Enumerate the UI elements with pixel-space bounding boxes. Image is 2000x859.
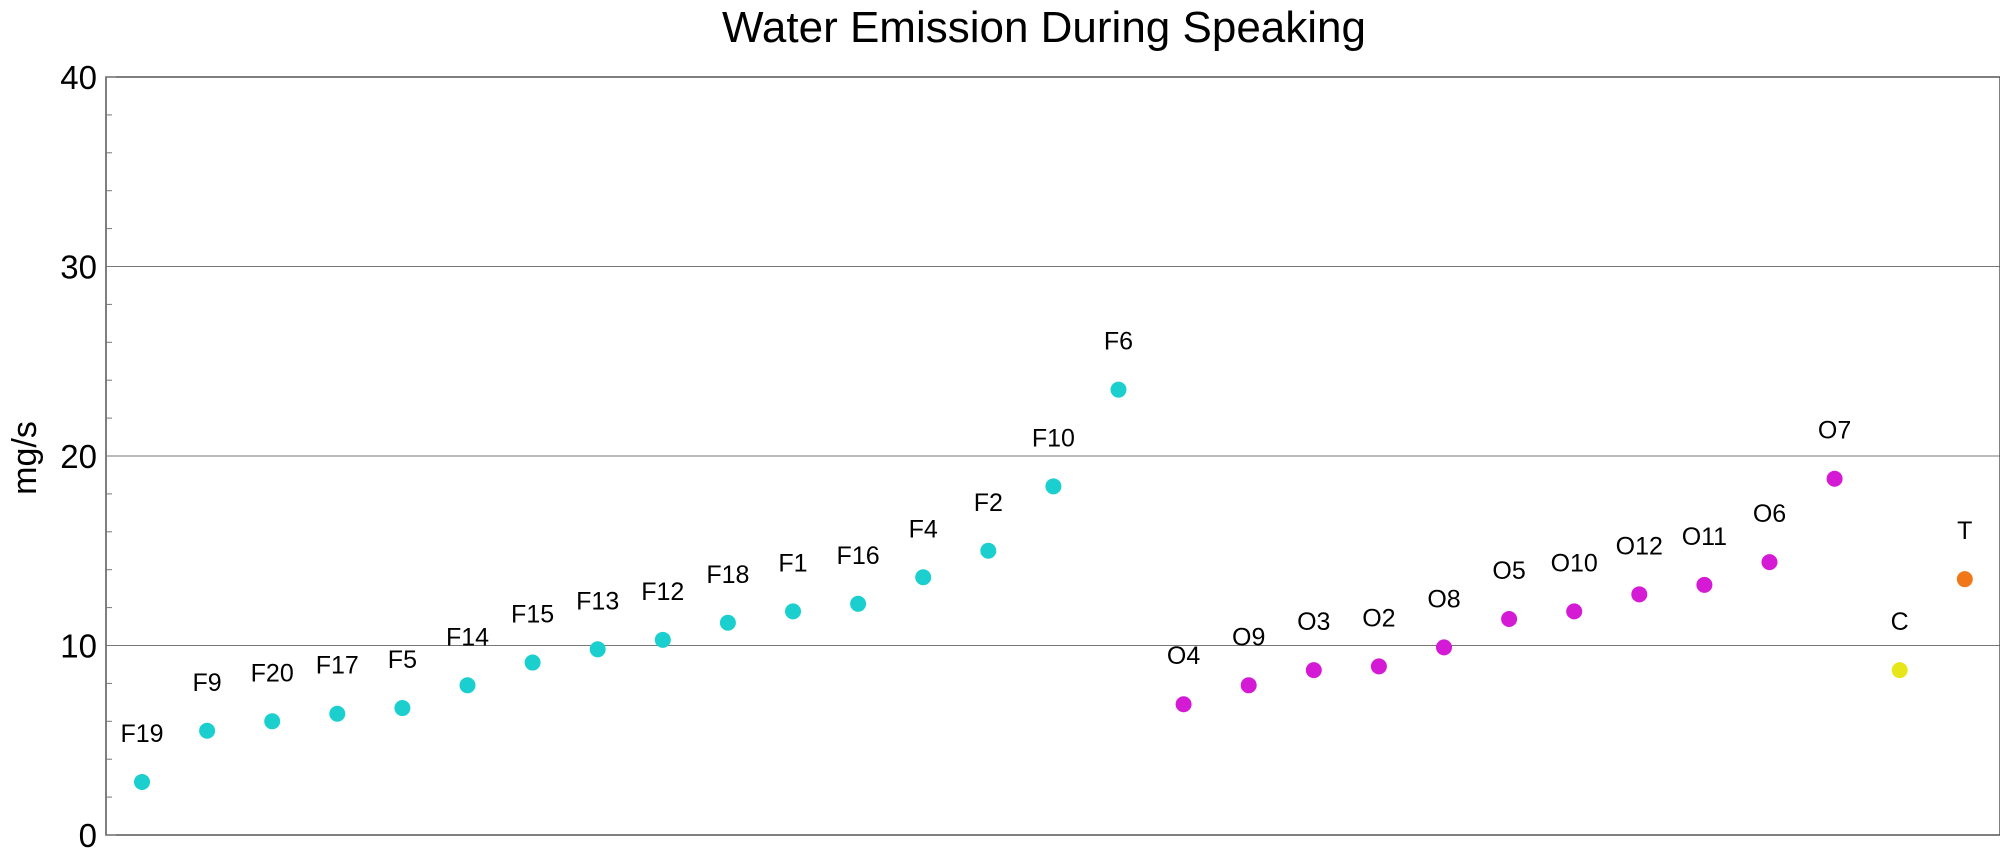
point-label-f10: F10 <box>1032 424 1075 452</box>
data-point-o2 <box>1370 658 1387 675</box>
data-point-f1 <box>785 603 801 620</box>
data-points <box>134 381 1973 790</box>
y-axis: 0 10 20 30 40 <box>60 59 116 854</box>
data-point-f5 <box>394 700 411 717</box>
data-point-o8 <box>1436 639 1452 656</box>
point-label-t: T <box>1957 517 1972 545</box>
point-label-f17: F17 <box>316 652 359 680</box>
data-point-f2 <box>980 542 997 559</box>
data-point-o3 <box>1305 662 1322 679</box>
point-label-o7: O7 <box>1818 417 1851 445</box>
data-point-f15 <box>524 654 541 671</box>
data-point-f18 <box>719 614 736 631</box>
y-tick-label: 10 <box>60 628 97 665</box>
data-point-f10 <box>1045 478 1062 495</box>
point-label-o9: O9 <box>1232 623 1265 651</box>
data-point-f17 <box>329 705 346 722</box>
point-label-o8: O8 <box>1427 585 1460 613</box>
data-point-f14 <box>459 677 476 694</box>
data-point-o7 <box>1826 470 1843 487</box>
point-label-o11: O11 <box>1682 523 1727 551</box>
y-tick-label: 30 <box>60 249 97 286</box>
point-label-f16: F16 <box>837 542 880 570</box>
point-label-f13: F13 <box>576 587 619 615</box>
point-label-f5: F5 <box>388 646 417 674</box>
data-point-f13 <box>589 641 606 658</box>
data-point-o9 <box>1240 677 1257 694</box>
point-label-o5: O5 <box>1492 557 1525 585</box>
data-point-o6 <box>1761 554 1778 571</box>
point-label-f4: F4 <box>909 515 938 543</box>
data-point-o5 <box>1501 610 1518 627</box>
point-label-o3: O3 <box>1297 608 1330 636</box>
data-point-o4 <box>1175 696 1192 713</box>
point-label-c: C <box>1891 608 1909 636</box>
chart-title: Water Emission During Speaking <box>722 3 1366 52</box>
point-label-f1: F1 <box>778 549 807 577</box>
data-point-f20 <box>264 713 281 730</box>
point-label-o6: O6 <box>1753 500 1786 528</box>
point-label-f9: F9 <box>193 669 222 697</box>
data-point-c <box>1891 662 1908 679</box>
data-point-f6 <box>1110 381 1127 398</box>
point-label-f6: F6 <box>1104 328 1133 356</box>
point-label-f20: F20 <box>251 659 294 687</box>
point-label-o12: O12 <box>1616 532 1663 560</box>
data-point-f4 <box>915 569 932 586</box>
data-point-o10 <box>1566 603 1583 620</box>
data-point-f9 <box>199 722 216 739</box>
point-label-f18: F18 <box>706 561 749 589</box>
point-labels: F19 F9 F20 F17 F5 F14 F15 F13 F12 F18 F1 F16 F4 F2 F10… <box>120 328 1972 748</box>
point-label-f19: F19 <box>120 720 163 748</box>
data-point-f12 <box>654 631 671 648</box>
y-tick-label: 40 <box>60 59 97 96</box>
point-label-o10: O10 <box>1551 549 1598 577</box>
y-tick-label: 0 <box>79 817 97 854</box>
point-label-o4: O4 <box>1167 642 1200 670</box>
data-point-o11 <box>1696 576 1713 593</box>
y-axis-label: mg/s <box>6 421 44 495</box>
gridlines <box>106 266 2000 646</box>
data-point-f19 <box>134 773 150 790</box>
point-label-o2: O2 <box>1362 604 1395 632</box>
point-label-f15: F15 <box>511 601 554 629</box>
point-label-f14: F14 <box>446 623 489 651</box>
data-point-f16 <box>850 595 867 612</box>
point-label-f2: F2 <box>974 489 1003 517</box>
point-label-f12: F12 <box>641 578 684 606</box>
y-tick-label: 20 <box>60 438 97 475</box>
data-point-t <box>1956 571 1973 588</box>
data-point-o12 <box>1631 586 1648 603</box>
